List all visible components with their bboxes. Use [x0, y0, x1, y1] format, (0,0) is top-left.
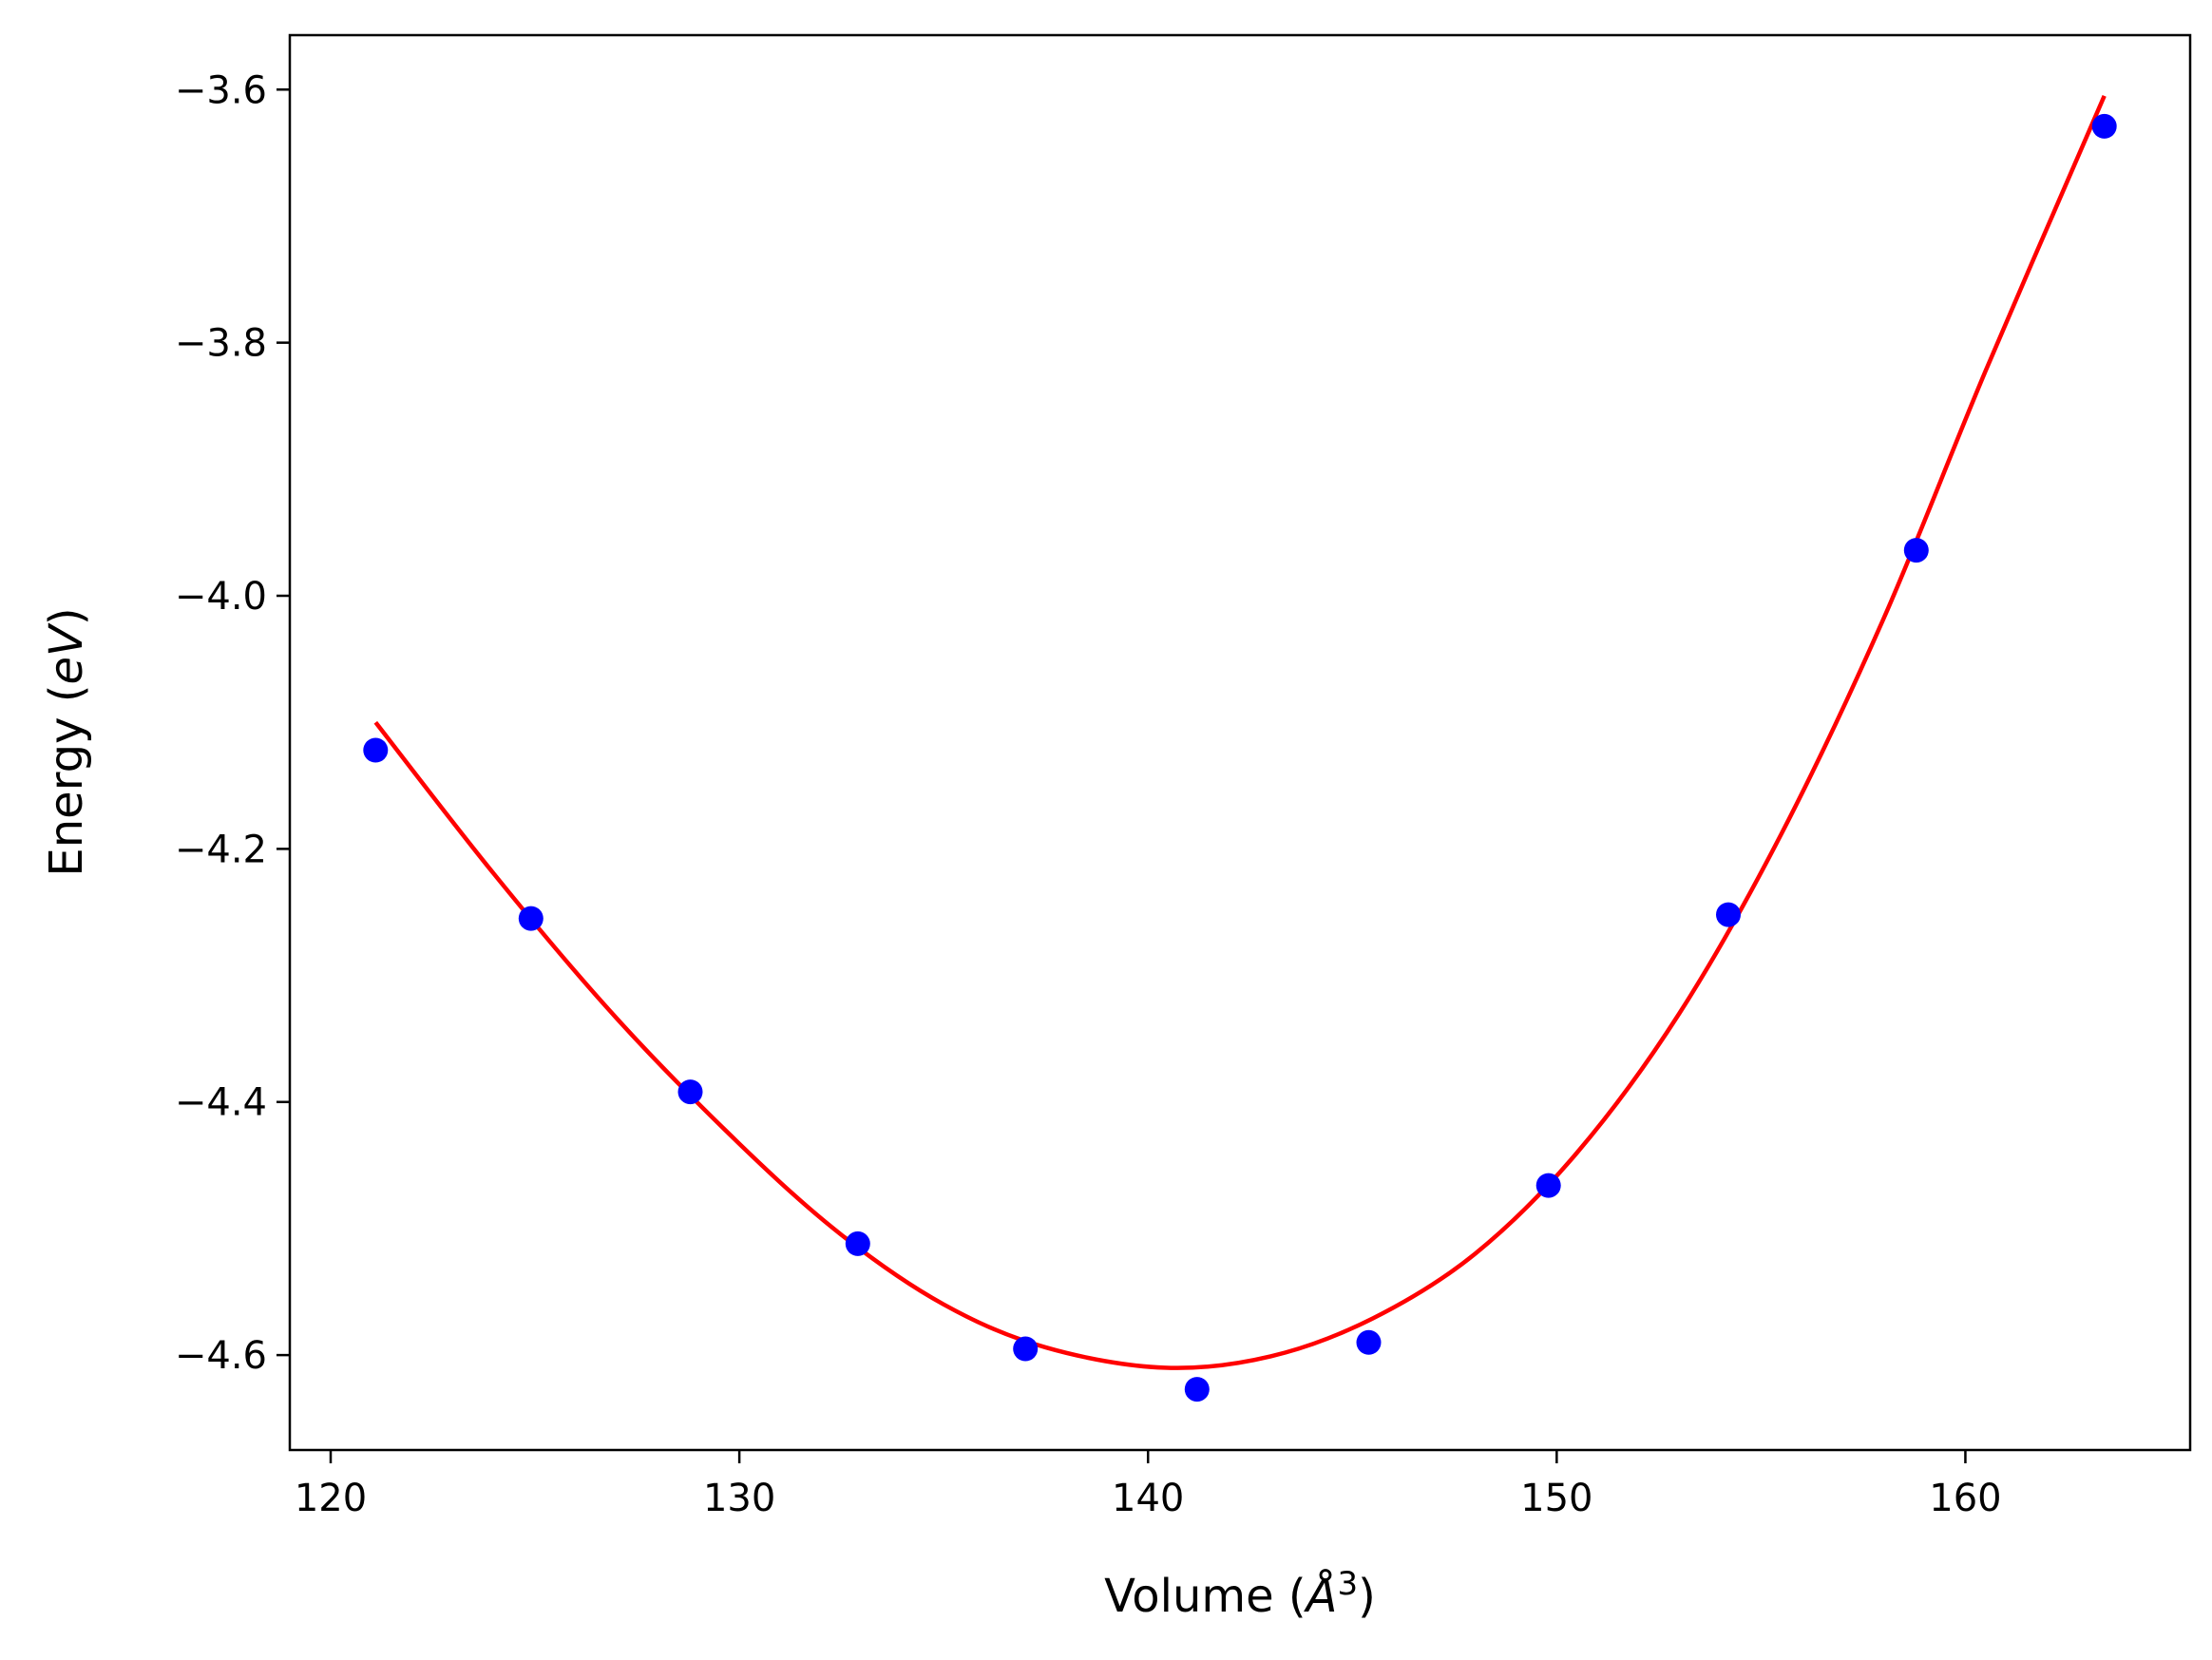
x-tick-label: 120 [295, 1477, 367, 1520]
y-tick-label: −4.2 [175, 828, 267, 871]
data-point [2091, 113, 2117, 139]
data-point [1356, 1329, 1382, 1355]
data-point [1184, 1377, 1210, 1402]
data-point [845, 1231, 870, 1256]
data-point [677, 1079, 703, 1105]
x-axis-ticks: 120 130 140 150 160 [295, 1450, 2002, 1520]
data-point [1535, 1173, 1561, 1198]
y-tick-label: −4.6 [175, 1334, 267, 1378]
x-tick-label: 160 [1929, 1477, 2001, 1520]
x-axis-label: Volume (Å3) [1104, 1565, 1376, 1623]
y-axis-ticks: −3.6 −3.8 −4.0 −4.2 −4.4 −4.6 [175, 68, 290, 1378]
y-tick-label: −3.8 [175, 322, 267, 366]
y-tick-label: −4.4 [175, 1081, 267, 1125]
data-point [1013, 1336, 1039, 1362]
y-tick-label: −3.6 [175, 68, 267, 112]
y-axis-label: Energy (eV) [40, 607, 93, 876]
x-tick-label: 150 [1520, 1477, 1592, 1520]
fit-curve-line [373, 95, 2107, 1370]
data-point [363, 737, 389, 763]
y-tick-label: −4.0 [175, 575, 267, 619]
axes-frame [288, 33, 2192, 1452]
data-point [1716, 902, 1741, 927]
data-point [518, 906, 543, 931]
plot-area [363, 95, 2117, 1402]
data-point [1903, 538, 1929, 563]
x-tick-label: 140 [1112, 1477, 1184, 1520]
x-tick-label: 130 [703, 1477, 775, 1520]
